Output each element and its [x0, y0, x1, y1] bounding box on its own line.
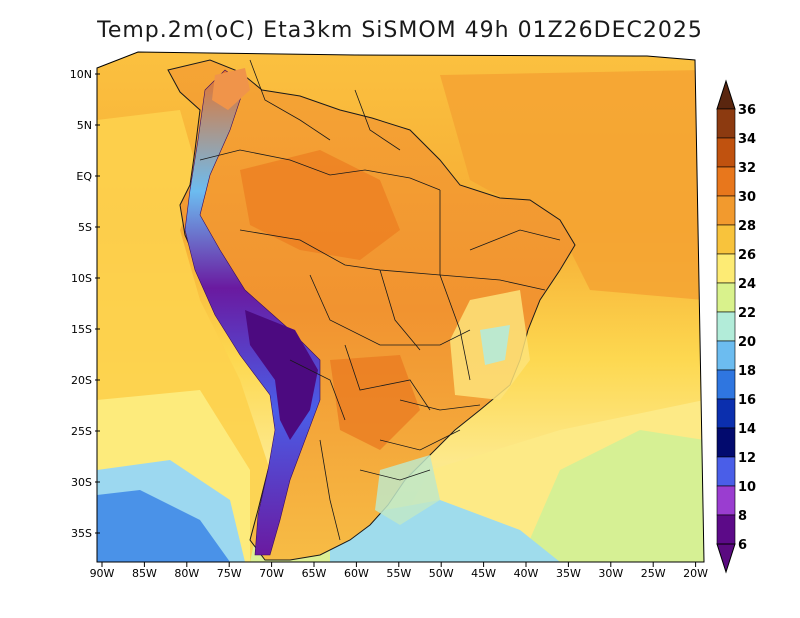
colorbar-level-30: 30	[738, 190, 756, 205]
colorbar-swatch	[716, 340, 736, 371]
lat-label-30s: 30S	[71, 476, 92, 489]
lat-label-25s: 25S	[71, 425, 92, 438]
colorbar-swatch	[716, 137, 736, 168]
colorbar-level-8: 8	[738, 509, 747, 524]
colorbar-level-14: 14	[738, 422, 756, 437]
colorbar-swatch	[716, 398, 736, 429]
lon-label-55w: 55W	[386, 567, 411, 580]
lon-label-70w: 70W	[259, 567, 284, 580]
colorbar-level-16: 16	[738, 393, 756, 408]
colorbar-level-28: 28	[738, 219, 756, 234]
andes-cold-spine	[184, 69, 321, 556]
lat-label-15s: 15S	[71, 323, 92, 336]
lon-label-20w: 20W	[683, 567, 708, 580]
country-borders	[199, 59, 561, 541]
lon-label-90w: 90W	[90, 567, 115, 580]
venezuela-andes-cold	[212, 68, 250, 110]
colorbar-swatch	[716, 485, 736, 516]
lat-label-10s: 10S	[71, 272, 92, 285]
colorbar-swatch	[716, 282, 736, 313]
lon-label-80w: 80W	[174, 567, 199, 580]
colorbar-swatch	[716, 427, 736, 458]
lon-label-65w: 65W	[302, 567, 327, 580]
lon-label-85w: 85W	[132, 567, 157, 580]
colorbar-level-36: 36	[738, 103, 756, 118]
lon-label-60w: 60W	[344, 567, 369, 580]
lat-label-eq: EQ	[76, 170, 92, 183]
lon-label-35w: 35W	[556, 567, 581, 580]
colorbar-swatch	[716, 195, 736, 226]
colorbar-swatch	[716, 108, 736, 139]
colorbar: 36 34 32 30 28 26 24 22 20 18 16 14 12 10 8 6	[716, 79, 756, 574]
colorbar-swatch	[716, 456, 736, 487]
colorbar-swatch	[716, 311, 736, 342]
colorbar-level-6: 6	[738, 538, 747, 553]
lon-label-25w: 25W	[641, 567, 666, 580]
lon-label-30w: 30W	[598, 567, 623, 580]
colorbar-level-10: 10	[738, 480, 756, 495]
pacific-colder-coast	[97, 490, 230, 562]
colorbar-swatch	[716, 514, 736, 545]
lon-label-50w: 50W	[429, 567, 454, 580]
atlantic-cool-band	[520, 430, 704, 562]
longitude-labels: 90W 85W 80W 75W 70W 65W 60W 55W 50W 45W 40W 35W 30W 2…	[90, 562, 708, 580]
colorbar-level-12: 12	[738, 451, 756, 466]
amazon-hot-region	[240, 150, 400, 260]
colorbar-swatch	[716, 166, 736, 197]
altiplano-cold-core	[245, 310, 318, 440]
chaco-hot-region	[330, 355, 420, 450]
colorbar-min-arrow	[716, 543, 736, 574]
lon-label-75w: 75W	[217, 567, 242, 580]
lat-label-10n: 10N	[70, 68, 92, 81]
lat-label-35s: 35S	[71, 527, 92, 540]
colorbar-level-22: 22	[738, 306, 756, 321]
lat-label-20s: 20S	[71, 374, 92, 387]
colorbar-max-arrow	[716, 79, 736, 110]
lat-label-5s: 5S	[78, 221, 92, 234]
colorbar-swatch	[716, 224, 736, 255]
colorbar-level-32: 32	[738, 161, 756, 176]
lat-label-5n: 5N	[77, 119, 92, 132]
colorbar-swatch	[716, 253, 736, 284]
highlands-cold-spots	[480, 325, 510, 365]
colorbar-level-34: 34	[738, 132, 756, 147]
lon-label-40w: 40W	[514, 567, 539, 580]
latitude-labels: 10N 5N EQ 5S 10S 15S 20S 25S 30S 35S	[70, 68, 100, 540]
colorbar-swatch	[716, 369, 736, 400]
colorbar-level-18: 18	[738, 364, 756, 379]
colorbar-level-24: 24	[738, 277, 756, 292]
atlantic-warm-band	[440, 70, 704, 300]
map-title: Temp.2m(oC) Eta3km SiSMOM 49h 01Z26DEC20…	[97, 18, 703, 43]
colorbar-level-26: 26	[738, 248, 756, 263]
lon-label-45w: 45W	[471, 567, 496, 580]
colorbar-level-20: 20	[738, 335, 756, 350]
